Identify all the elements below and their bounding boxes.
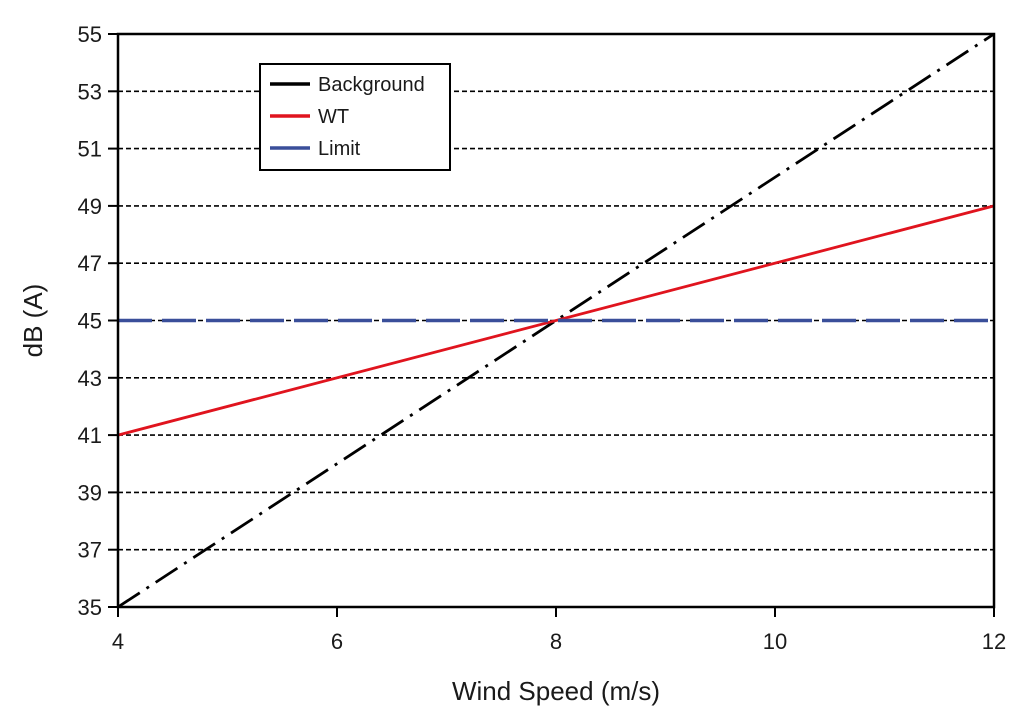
x-axis-title: Wind Speed (m/s) — [452, 676, 660, 706]
series-line-wt — [117, 204, 995, 437]
axis-ticks — [108, 33, 995, 617]
x-tick-label: 10 — [763, 629, 787, 654]
y-tick-label: 43 — [78, 366, 102, 391]
y-tick-label: 35 — [78, 595, 102, 620]
y-tick-label: 51 — [78, 137, 102, 162]
y-tick-label: 53 — [78, 79, 102, 104]
y-tick-labels: 35 37 39 41 43 45 47 49 51 53 55 — [78, 22, 102, 620]
series-lines — [117, 32, 995, 609]
y-tick-label: 39 — [78, 480, 102, 505]
series-line-background — [117, 32, 995, 609]
y-axis-title: dB (A) — [18, 284, 48, 358]
x-tick-label: 12 — [982, 629, 1006, 654]
legend-label-wt: WT — [318, 106, 349, 128]
legend-label-limit: Limit — [318, 138, 361, 160]
y-tick-label: 55 — [78, 22, 102, 47]
y-tick-label: 47 — [78, 251, 102, 276]
legend: Background WT Limit — [259, 63, 451, 171]
x-tick-labels: 4 6 8 10 12 — [112, 629, 1006, 654]
legend-label-background: Background — [318, 74, 425, 96]
y-tick-label: 41 — [78, 423, 102, 448]
x-tick-label: 4 — [112, 629, 124, 654]
y-tick-label: 49 — [78, 194, 102, 219]
x-tick-label: 8 — [550, 629, 562, 654]
y-tick-label: 37 — [78, 538, 102, 563]
x-tick-label: 6 — [331, 629, 343, 654]
y-tick-label: 45 — [78, 309, 102, 334]
